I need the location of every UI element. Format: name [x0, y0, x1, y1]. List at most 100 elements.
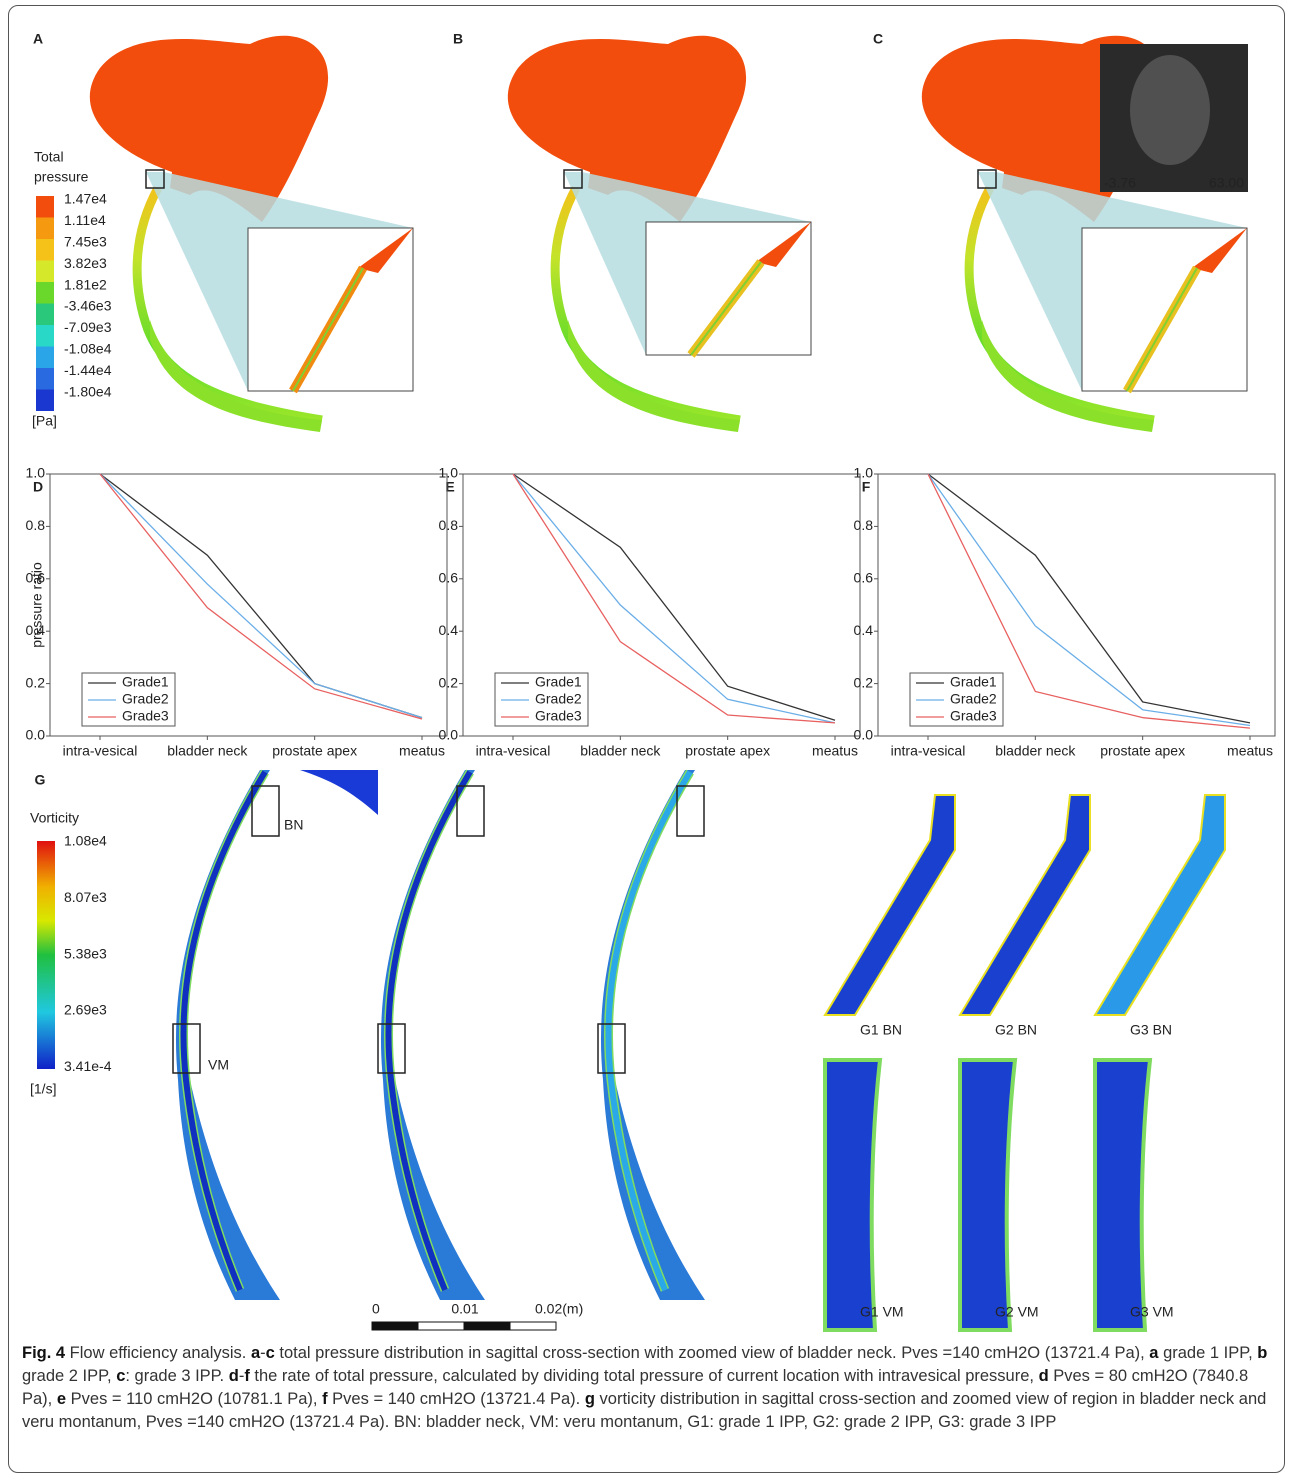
- bladder-edge: [300, 770, 378, 815]
- legend-label: Grade1: [950, 674, 997, 690]
- panel-label: A: [33, 31, 43, 47]
- urethra-wide: [150, 320, 322, 432]
- caption-text: Pves = 110 cmH2O (10781.1 Pa),: [66, 1390, 323, 1408]
- figure-frame: [8, 5, 1285, 1473]
- y-tick-label: 0.6: [26, 570, 46, 586]
- scale-label: 0.01: [451, 1301, 478, 1317]
- panel-label: C: [873, 31, 883, 47]
- caption-bold: c: [265, 1344, 275, 1362]
- x-tick-label: meatus: [812, 743, 858, 759]
- legend-label: Grade1: [535, 674, 582, 690]
- caption-bold: f: [244, 1367, 250, 1385]
- legend-tick: 2.69e3: [64, 1002, 107, 1018]
- bn-box: [456, 785, 485, 837]
- inset-channel-edge: [1126, 267, 1198, 392]
- inset-channel-edge: [292, 267, 364, 392]
- series-line: [512, 473, 836, 721]
- pressure-render: [507, 35, 812, 432]
- y-tick-label: 0.8: [854, 517, 874, 533]
- series-line: [927, 473, 1251, 724]
- zoom-view: G3 BN G3 VM: [1092, 794, 1226, 1332]
- x-tick-label: intra-vesical: [63, 743, 138, 759]
- y-tick-label: 0.0: [26, 727, 46, 743]
- y-tick-label: 0.2: [439, 674, 459, 690]
- y-tick-label: 0.2: [854, 674, 874, 690]
- zoom-label: G1 BN: [860, 1022, 902, 1038]
- legend-swatch: [36, 303, 54, 325]
- series-line: [512, 473, 836, 724]
- urethra-core-inner: [605, 770, 693, 1292]
- x-tick-label: bladder neck: [167, 743, 248, 759]
- scale-segment: [463, 1321, 511, 1331]
- x-tick-label: intra-vesical: [476, 743, 551, 759]
- inset-wedge: [756, 222, 811, 267]
- inset-channel-edge: [690, 261, 762, 356]
- y-tick-label: 0.0: [439, 727, 459, 743]
- legend-swatch: [36, 282, 54, 304]
- region-label: BN: [284, 817, 303, 833]
- urethra-core-inner: [180, 770, 268, 1292]
- vm-box: [377, 1023, 406, 1074]
- vm-zoom: [957, 1058, 1018, 1332]
- caption-text: vorticity distribution in sagittal cross…: [22, 1390, 1267, 1431]
- series-line: [927, 473, 1251, 729]
- zoom-box: [977, 169, 997, 189]
- legend-bar: [37, 841, 55, 1069]
- caption-bold: e: [56, 1390, 67, 1408]
- legend-label: Grade3: [950, 708, 997, 724]
- caption-text: -: [260, 1344, 266, 1362]
- inset-wedge: [1192, 228, 1247, 273]
- plot-frame: [877, 473, 1276, 737]
- legend-label: Grade2: [122, 691, 169, 707]
- y-tick-label: 0.6: [854, 570, 874, 586]
- caption-text: grade 2 IPP,: [22, 1367, 117, 1385]
- scale-segment: [509, 1321, 557, 1331]
- bn-box: [251, 785, 280, 837]
- x-tick-label: prostate apex: [685, 743, 770, 759]
- legend-tick: 3.82e3: [64, 255, 107, 271]
- panel-label: D: [33, 479, 43, 495]
- inset-wedge: [358, 228, 413, 273]
- x-tick-label: prostate apex: [272, 743, 357, 759]
- legend-tick: -1.08e4: [64, 341, 112, 357]
- legend-swatch: [36, 239, 54, 261]
- legend-swatch: [36, 325, 54, 347]
- vorticity-render: [172, 769, 280, 1300]
- panel-label: E: [445, 479, 454, 495]
- legend-label: Grade2: [535, 691, 582, 707]
- y-tick-label: 1.0: [854, 465, 874, 481]
- legend-tick: 3.41e-4: [64, 1058, 112, 1074]
- legend-tick: 1.81e2: [64, 276, 107, 292]
- zoom-label: G2 BN: [995, 1022, 1037, 1038]
- legend-swatch: [36, 389, 54, 411]
- legend-swatch: [36, 196, 54, 218]
- legend-tick: -3.46e3: [64, 298, 112, 314]
- mri-label: -3.76: [1104, 175, 1136, 191]
- urethra: [550, 185, 741, 425]
- legend-label: Grade2: [950, 691, 997, 707]
- bladder: [507, 35, 747, 222]
- x-tick-label: intra-vesical: [891, 743, 966, 759]
- zoom-view: G2 BN G2 VM: [957, 794, 1091, 1332]
- vm-zoom: [1092, 1058, 1153, 1332]
- legend-unit: [1/s]: [30, 1081, 56, 1097]
- caption-text: Flow efficiency analysis.: [65, 1344, 251, 1362]
- caption-text: Pves = 80 cmH2O (7840.8 Pa),: [22, 1367, 1249, 1408]
- zoom-label: G1 VM: [860, 1304, 904, 1320]
- zoom-box: [145, 169, 165, 189]
- legend-swatch: [36, 368, 54, 390]
- urethra-wide: [568, 320, 740, 432]
- scale-segment: [371, 1321, 419, 1331]
- series-line: [927, 473, 1251, 727]
- y-tick-label: 0.4: [854, 622, 874, 638]
- series-line: [99, 473, 423, 719]
- urethra: [132, 185, 323, 425]
- caption-text: -: [238, 1367, 245, 1385]
- y-tick-label: 0.8: [439, 517, 459, 533]
- legend-swatch: [36, 260, 54, 282]
- y-tick-label: 0.8: [26, 517, 46, 533]
- panel-label: G: [35, 772, 46, 788]
- x-tick-label: bladder neck: [995, 743, 1076, 759]
- bn-zoom: [823, 794, 956, 1016]
- caption-text: the rate of total pressure, calculated b…: [249, 1367, 1039, 1385]
